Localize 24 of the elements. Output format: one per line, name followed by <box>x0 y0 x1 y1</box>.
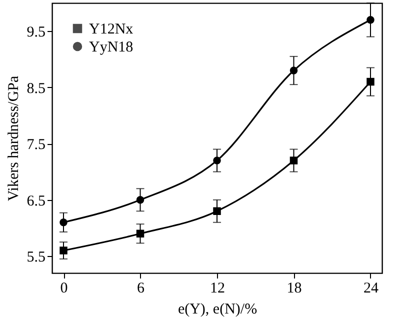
point <box>60 246 68 254</box>
point <box>290 66 298 74</box>
y-axis-title: Vikers hardness/GPa <box>6 75 22 202</box>
point <box>366 78 374 86</box>
y-tick-label: 9.5 <box>26 24 46 41</box>
point <box>136 196 144 204</box>
x-tick-label: 18 <box>286 280 302 296</box>
y-tick-label: 5.5 <box>26 250 46 266</box>
x-axis-title: e(Y), e(N)/% <box>178 302 258 318</box>
point <box>60 218 68 226</box>
point <box>213 156 221 164</box>
x-tick-label: 0 <box>60 280 68 296</box>
x-tick-label: 12 <box>210 280 225 296</box>
point <box>366 16 374 24</box>
y-tick-label: 7.5 <box>26 137 46 154</box>
point <box>136 230 144 238</box>
x-tick-label: 6 <box>137 280 146 296</box>
point <box>290 156 298 164</box>
y-tick-label: 8.5 <box>26 80 46 97</box>
y-tick-label: 6.5 <box>26 193 46 210</box>
point <box>213 207 221 215</box>
legend-label: Y12Nx <box>89 22 134 38</box>
x-tick-label: 24 <box>363 280 379 296</box>
legend-label: YyN18 <box>89 40 134 56</box>
